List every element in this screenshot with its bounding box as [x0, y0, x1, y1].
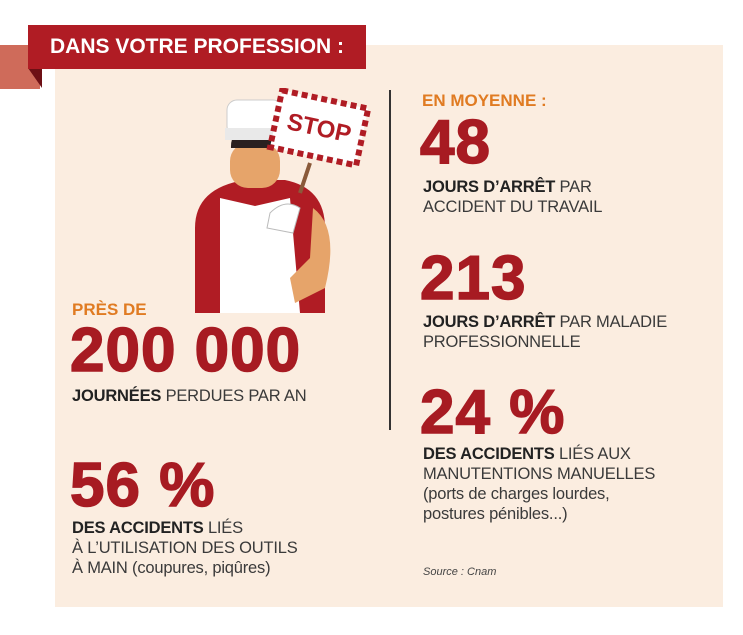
header-title: DANS VOTRE PROFESSION :: [28, 25, 366, 69]
source: Source : Cnam: [423, 566, 497, 578]
stat-text: JOURS D’ARRÊT PAR MALADIE PROFESSIONNELL…: [423, 312, 667, 352]
stat-rest: LIÉS AUX MANUTENTIONS MANUELLES (ports d…: [423, 445, 656, 523]
stat-rest: PAR ACCIDENT DU TRAVAIL: [423, 178, 603, 216]
illustration: STOP: [195, 88, 372, 313]
stat-number: 48: [419, 108, 491, 177]
stat-bold: JOURNÉES: [72, 387, 162, 405]
intro: EN MOYENNE :: [422, 91, 547, 110]
stat-bold: JOURS D’ARRÊT: [423, 178, 556, 196]
stat-rest: PAR MALADIE PROFESSIONNELLE: [423, 313, 668, 351]
stat-rest: LIÉS À L’UTILISATION DES OUTILS À MAIN (…: [72, 519, 298, 577]
stat-text: JOURS D’ARRÊT PAR ACCIDENT DU TRAVAIL: [423, 177, 602, 217]
stat-number: 24 %: [419, 378, 566, 447]
stat-bold: DES ACCIDENTS: [423, 445, 555, 463]
stat-text: JOURNÉES PERDUES PAR AN: [72, 386, 307, 406]
stat-bold: JOURS D’ARRÊT: [423, 313, 556, 331]
stat-number: 56 %: [69, 451, 216, 520]
stat-number: 213: [419, 244, 527, 313]
stat-number: 200 000: [69, 316, 302, 385]
stat-text: DES ACCIDENTS LIÉS AUX MANUTENTIONS MANU…: [423, 444, 655, 524]
stat-rest: PERDUES PAR AN: [161, 387, 307, 405]
intro: PRÈS DE: [72, 300, 147, 319]
divider: [389, 90, 391, 430]
stat-bold: DES ACCIDENTS: [72, 519, 204, 537]
stat-text: DES ACCIDENTS LIÉS À L’UTILISATION DES O…: [72, 518, 298, 578]
banner-fold: [28, 68, 42, 88]
